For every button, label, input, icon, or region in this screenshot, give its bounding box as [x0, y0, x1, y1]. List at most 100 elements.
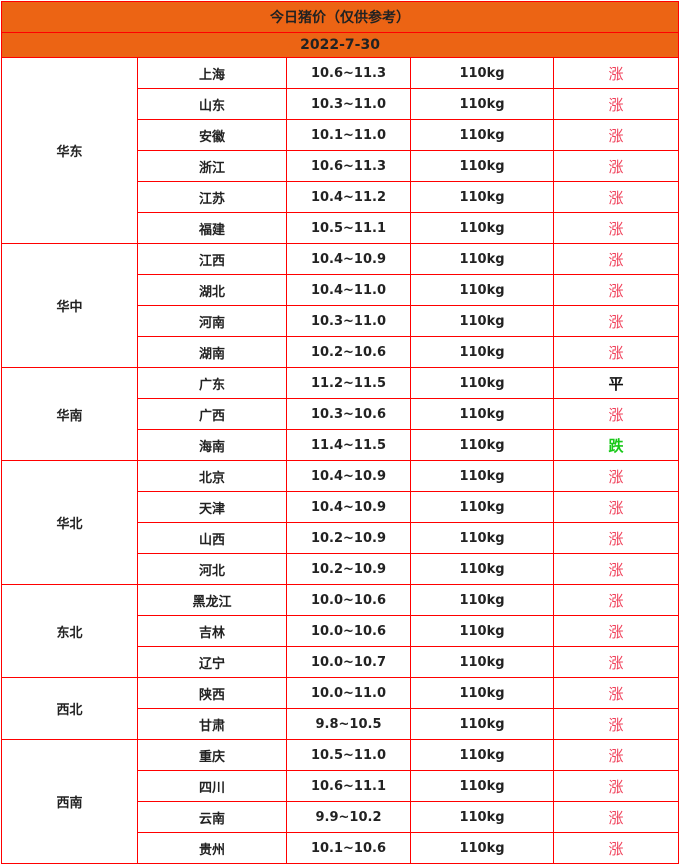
price-range-cell: 10.2~10.9 [286, 522, 411, 554]
weight-cell: 110kg [410, 615, 554, 647]
price-range-cell: 10.5~11.1 [286, 212, 411, 244]
trend-cell: 涨 [552, 336, 679, 368]
price-range-cell: 10.1~10.6 [286, 832, 411, 864]
province-cell: 湖南 [137, 336, 287, 368]
trend-cell: 涨 [552, 57, 679, 89]
price-range-cell: 10.6~11.1 [286, 770, 411, 802]
province-cell: 甘肃 [137, 708, 287, 740]
trend-cell: 涨 [552, 243, 679, 275]
price-range-cell: 10.4~10.9 [286, 243, 411, 275]
province-cell: 江苏 [137, 181, 287, 213]
table-row: 西南 重庆 10.5~11.0 110kg 涨 [1, 739, 679, 864]
province-cell: 北京 [137, 460, 287, 492]
table-row: 福建 10.5~11.1 110kg 涨 [2, 212, 679, 244]
trend-cell: 涨 [552, 274, 679, 306]
table-row: 云南 9.9~10.2 110kg 涨 [2, 801, 679, 833]
weight-cell: 110kg [410, 181, 554, 213]
price-range-cell: 10.1~11.0 [286, 119, 411, 151]
table-row: 华东 上海 10.6~11.3 110kg 涨 [1, 57, 679, 244]
weight-cell: 110kg [410, 429, 554, 461]
province-cell: 吉林 [137, 615, 287, 647]
table-row: 浙江 10.6~11.3 110kg 涨 [2, 150, 679, 182]
table-row: 辽宁 10.0~10.7 110kg 涨 [2, 646, 679, 678]
weight-cell: 110kg [410, 646, 554, 678]
province-cell: 山西 [137, 522, 287, 554]
province-cell: 天津 [137, 491, 287, 523]
table-row: 东北 黑龙江 10.0~10.6 110kg 涨 [1, 584, 679, 678]
weight-cell: 110kg [410, 212, 554, 244]
weight-cell: 110kg [410, 274, 554, 306]
price-range-cell: 9.9~10.2 [286, 801, 411, 833]
table-row: 甘肃 9.8~10.5 110kg 涨 [2, 708, 679, 740]
province-cell: 上海 [137, 57, 287, 89]
region-cell: 华南 [1, 367, 138, 461]
province-cell: 重庆 [137, 739, 287, 771]
table-row: 吉林 10.0~10.6 110kg 涨 [2, 615, 679, 647]
weight-cell: 110kg [410, 801, 554, 833]
price-range-cell: 11.2~11.5 [286, 367, 411, 399]
price-range-cell: 10.0~11.0 [286, 677, 411, 709]
province-cell: 福建 [137, 212, 287, 244]
province-cell: 海南 [137, 429, 287, 461]
table-row: 西北 陕西 10.0~11.0 110kg 涨 [1, 677, 679, 740]
province-cell: 广东 [137, 367, 287, 399]
weight-cell: 110kg [410, 770, 554, 802]
trend-cell: 涨 [552, 460, 679, 492]
table-row: 华北 北京 10.4~10.9 110kg 涨 [1, 460, 679, 585]
weight-cell: 110kg [410, 677, 554, 709]
price-range-cell: 10.3~11.0 [286, 305, 411, 337]
province-cell: 辽宁 [137, 646, 287, 678]
trend-cell: 涨 [552, 770, 679, 802]
weight-cell: 110kg [410, 367, 554, 399]
trend-cell: 涨 [552, 212, 679, 244]
trend-cell: 涨 [552, 801, 679, 833]
trend-cell: 涨 [552, 739, 679, 771]
price-range-cell: 10.2~10.6 [286, 336, 411, 368]
weight-cell: 110kg [410, 398, 554, 430]
table-title: 今日猪价（仅供参考） [0, 1, 679, 33]
province-cell: 云南 [137, 801, 287, 833]
trend-cell: 涨 [552, 615, 679, 647]
price-range-cell: 10.0~10.6 [286, 584, 411, 616]
table-row: 贵州 10.1~10.6 110kg 涨 [2, 832, 679, 864]
trend-cell: 涨 [552, 646, 679, 678]
price-range-cell: 9.8~10.5 [286, 708, 411, 740]
table-row: 安徽 10.1~11.0 110kg 涨 [2, 119, 679, 151]
trend-cell: 涨 [552, 584, 679, 616]
province-cell: 黑龙江 [137, 584, 287, 616]
table-row: 华南 广东 11.2~11.5 110kg 平 [1, 367, 679, 461]
price-range-cell: 10.0~10.7 [286, 646, 411, 678]
table-row: 华中 江西 10.4~10.9 110kg 涨 [1, 243, 679, 368]
trend-cell: 涨 [552, 553, 679, 585]
table-row: 河北 10.2~10.9 110kg 涨 [2, 553, 679, 585]
weight-cell: 110kg [410, 119, 554, 151]
trend-cell: 跌 [552, 429, 679, 461]
weight-cell: 110kg [410, 57, 554, 89]
province-cell: 湖北 [137, 274, 287, 306]
price-range-cell: 11.4~11.5 [286, 429, 411, 461]
weight-cell: 110kg [410, 522, 554, 554]
trend-cell: 涨 [552, 88, 679, 120]
trend-cell: 涨 [552, 708, 679, 740]
table-row: 湖南 10.2~10.6 110kg 涨 [2, 336, 679, 368]
province-cell: 山东 [137, 88, 287, 120]
price-range-cell: 10.4~11.0 [286, 274, 411, 306]
table-row: 湖北 10.4~11.0 110kg 涨 [2, 274, 679, 306]
region-cell: 东北 [1, 584, 138, 678]
weight-cell: 110kg [410, 832, 554, 864]
trend-cell: 平 [552, 367, 679, 399]
price-range-cell: 10.4~10.9 [286, 491, 411, 523]
province-cell: 江西 [137, 243, 287, 275]
trend-cell: 涨 [552, 181, 679, 213]
price-range-cell: 10.4~10.9 [286, 460, 411, 492]
weight-cell: 110kg [410, 491, 554, 523]
price-range-cell: 10.6~11.3 [286, 57, 411, 89]
region-cell: 西南 [1, 739, 138, 864]
weight-cell: 110kg [410, 336, 554, 368]
region-cell: 西北 [1, 677, 138, 740]
weight-cell: 110kg [410, 553, 554, 585]
price-range-cell: 10.3~11.0 [286, 88, 411, 120]
weight-cell: 110kg [410, 243, 554, 275]
weight-cell: 110kg [410, 584, 554, 616]
